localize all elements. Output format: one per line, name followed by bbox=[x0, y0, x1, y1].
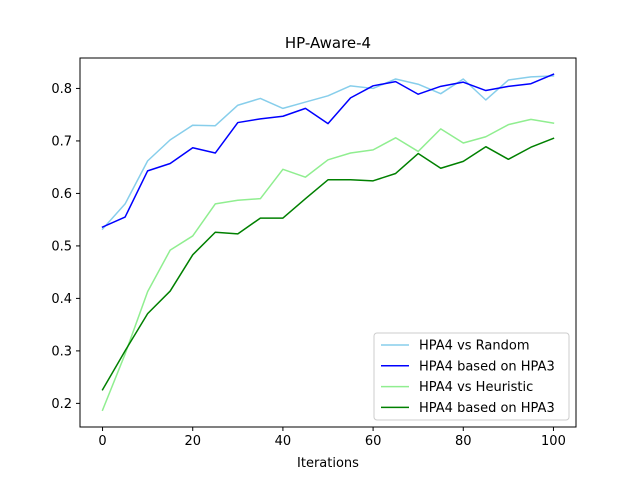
legend-box bbox=[373, 332, 570, 421]
legend-label: HPA4 based on HPA3 bbox=[419, 401, 555, 416]
y-tick-label: 0.6 bbox=[51, 187, 72, 202]
x-axis: 0 20 40 60 80 100 bbox=[98, 427, 566, 449]
plot-frame bbox=[79, 57, 577, 428]
series-line-2 bbox=[101, 73, 555, 229]
legend: HPA4 vs Random HPA4 based on HPA3 HPA4 vs … bbox=[373, 332, 570, 421]
y-tick-label: 0.4 bbox=[51, 292, 72, 307]
series-line-1 bbox=[101, 75, 555, 231]
x-tick-label: 80 bbox=[455, 434, 472, 449]
y-axis: 0.2 0.3 0.4 0.5 0.6 0.7 0.8 bbox=[51, 82, 80, 412]
x-tick-label: 0 bbox=[98, 434, 106, 449]
chart-title: HP-Aware-4 bbox=[285, 34, 371, 52]
series-line-4 bbox=[101, 137, 555, 391]
legend-label: HPA4 vs Heuristic bbox=[419, 380, 533, 395]
x-tick-label: 20 bbox=[184, 434, 201, 449]
legend-label: HPA4 based on HPA3 bbox=[419, 359, 555, 374]
x-tick-label: 100 bbox=[541, 434, 566, 449]
x-axis-label: Iterations bbox=[297, 456, 359, 471]
series-line-3 bbox=[101, 118, 555, 412]
x-tick-label: 40 bbox=[275, 434, 292, 449]
y-tick-label: 0.7 bbox=[51, 134, 72, 149]
y-tick-label: 0.2 bbox=[51, 397, 72, 412]
y-tick-label: 0.5 bbox=[51, 239, 72, 254]
x-tick-label: 60 bbox=[365, 434, 382, 449]
legend-label: HPA4 vs Random bbox=[419, 339, 530, 354]
plot-lines bbox=[101, 73, 555, 412]
y-tick-label: 0.8 bbox=[51, 82, 72, 97]
y-tick-label: 0.3 bbox=[51, 344, 72, 359]
